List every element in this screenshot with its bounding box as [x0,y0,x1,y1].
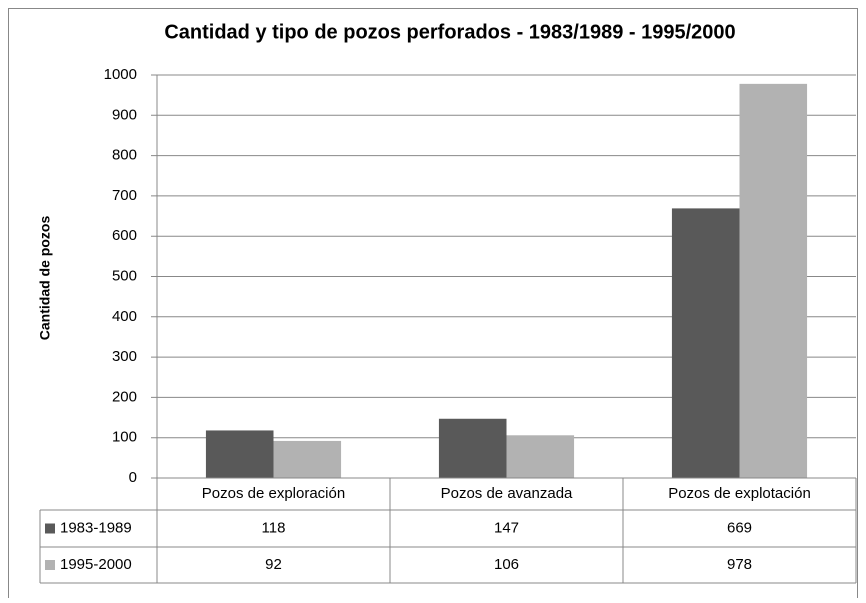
table-value: 118 [262,519,286,536]
table-value: 106 [494,556,519,573]
x-tick-label: Pozos de avanzada [441,485,573,502]
y-tick-label: 300 [112,348,137,365]
y-tick-label: 500 [112,267,137,284]
x-tick-label: Pozos de exploración [202,485,345,502]
bar [273,440,342,478]
table-value: 978 [727,556,752,573]
table-value: 92 [265,556,282,573]
y-tick-label: 200 [112,388,137,405]
y-tick-label: 900 [112,106,137,123]
bar [739,83,808,478]
y-tick-label: 0 [129,469,137,486]
bar [205,430,274,478]
legend-key [45,523,55,534]
table-value: 147 [494,519,519,536]
y-tick-label: 600 [112,227,137,244]
legend-key [45,560,55,570]
x-tick-label: Pozos de explotación [668,485,811,502]
y-axis-label: Cantidad de pozos [37,216,53,341]
y-tick-label: 400 [112,308,137,325]
bar [506,435,575,478]
bar [671,208,740,478]
legend-label: 1995-2000 [60,556,132,573]
chart-title: Cantidad y tipo de pozos perforados - 19… [164,21,735,43]
table-value: 669 [727,519,752,536]
y-tick-label: 700 [112,187,137,204]
bar [438,418,507,478]
y-tick-label: 100 [112,429,137,446]
y-tick-label: 800 [112,147,137,164]
y-tick-label: 1000 [104,66,137,83]
legend-label: 1983-1989 [60,519,132,536]
